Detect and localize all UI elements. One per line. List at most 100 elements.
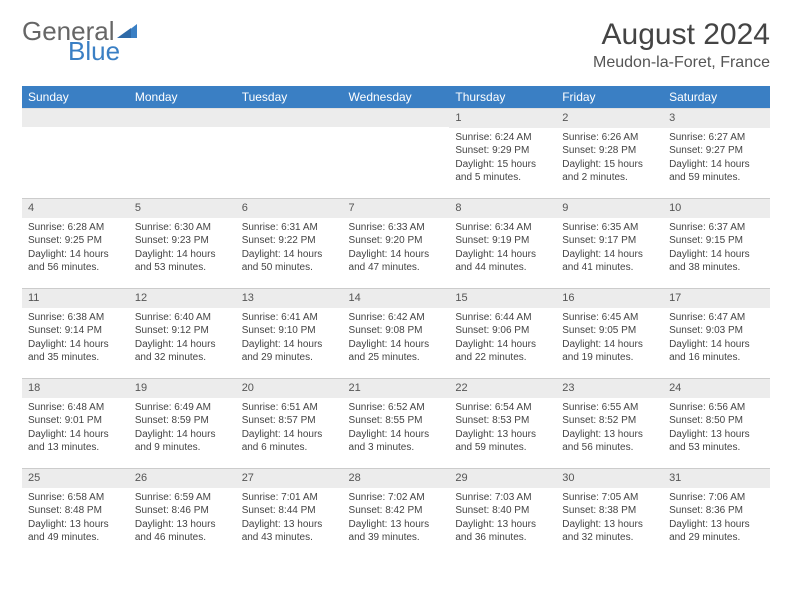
day-content: Sunrise: 6:47 AMSunset: 9:03 PMDaylight:…: [663, 308, 770, 369]
day-number: 9: [556, 199, 663, 218]
sunrise-text: Sunrise: 6:35 AM: [562, 221, 657, 235]
month-title: August 2024: [593, 18, 770, 52]
logo-word-blue: Blue: [68, 36, 120, 66]
daylight-text: Daylight: 13 hours and 36 minutes.: [455, 518, 550, 545]
daylight-text: Daylight: 14 hours and 6 minutes.: [242, 428, 337, 455]
calendar-day-cell: 12Sunrise: 6:40 AMSunset: 9:12 PMDayligh…: [129, 289, 236, 379]
daylight-text: Daylight: 14 hours and 16 minutes.: [669, 338, 764, 365]
day-number: 10: [663, 199, 770, 218]
sunset-text: Sunset: 9:20 PM: [349, 234, 444, 248]
daylight-text: Daylight: 14 hours and 41 minutes.: [562, 248, 657, 275]
calendar-day-cell: 25Sunrise: 6:58 AMSunset: 8:48 PMDayligh…: [22, 469, 129, 559]
day-number: 6: [236, 199, 343, 218]
calendar-week-row: 11Sunrise: 6:38 AMSunset: 9:14 PMDayligh…: [22, 289, 770, 379]
sunset-text: Sunset: 9:28 PM: [562, 144, 657, 158]
calendar-day-cell: 29 Sunrise: 7:03 AMSunset: 8:40 PMDayligh…: [449, 469, 556, 559]
calendar-day-cell: 10Sunrise: 6:37 AMSunset: 9:15 PMDayligh…: [663, 199, 770, 289]
calendar-day-cell: [22, 109, 129, 199]
day-number: 21: [343, 379, 450, 398]
day-content: Sunrise: 6:31 AMSunset: 9:22 PMDaylight:…: [236, 218, 343, 279]
calendar-day-cell: 22Sunrise: 6:54 AMSunset: 8:53 PMDayligh…: [449, 379, 556, 469]
daylight-text: Daylight: 13 hours and 53 minutes.: [669, 428, 764, 455]
sunset-text: Sunset: 9:03 PM: [669, 324, 764, 338]
day-number: 3: [663, 109, 770, 128]
day-number: 13: [236, 289, 343, 308]
day-number: 11: [22, 289, 129, 308]
sunset-text: Sunset: 8:40 PM: [455, 504, 550, 518]
sunrise-text: Sunrise: 6:42 AM: [349, 311, 444, 325]
sunrise-text: Sunrise: 6:51 AM: [242, 401, 337, 415]
calendar-day-cell: 17Sunrise: 6:47 AMSunset: 9:03 PMDayligh…: [663, 289, 770, 379]
location-label: Meudon-la-Foret, France: [593, 54, 770, 72]
day-content: Sunrise: 6:56 AMSunset: 8:50 PMDaylight:…: [663, 398, 770, 459]
day-number: [236, 109, 343, 127]
sunrise-text: Sunrise: 6:54 AM: [455, 401, 550, 415]
sunset-text: Sunset: 8:57 PM: [242, 414, 337, 428]
calendar-day-cell: 21Sunrise: 6:52 AMSunset: 8:55 PMDayligh…: [343, 379, 450, 469]
day-number: 23: [556, 379, 663, 398]
day-content: Sunrise: 7:06 AMSunset: 8:36 PMDaylight:…: [663, 488, 770, 549]
sunset-text: Sunset: 9:17 PM: [562, 234, 657, 248]
sunrise-text: Sunrise: 6:48 AM: [28, 401, 123, 415]
day-content: Sunrise: 6:28 AMSunset: 9:25 PMDaylight:…: [22, 218, 129, 279]
daylight-text: Daylight: 14 hours and 25 minutes.: [349, 338, 444, 365]
day-number: 12: [129, 289, 236, 308]
calendar-day-cell: 20 Sunrise: 6:51 AMSunset: 8:57 PMDayligh…: [236, 379, 343, 469]
day-number: 28: [343, 469, 450, 488]
day-content: Sunrise: 6:37 AMSunset: 9:15 PMDaylight:…: [663, 218, 770, 279]
sunset-text: Sunset: 9:06 PM: [455, 324, 550, 338]
sunset-text: Sunset: 9:15 PM: [669, 234, 764, 248]
calendar-day-cell: 14Sunrise: 6:42 AMSunset: 9:08 PMDayligh…: [343, 289, 450, 379]
daylight-text: Daylight: 14 hours and 50 minutes.: [242, 248, 337, 275]
sunrise-text: Sunrise: 7:05 AM: [562, 491, 657, 505]
sunset-text: Sunset: 8:55 PM: [349, 414, 444, 428]
sunset-text: Sunset: 9:05 PM: [562, 324, 657, 338]
calendar-day-cell: [343, 109, 450, 199]
day-number: 29: [449, 469, 556, 488]
sunset-text: Sunset: 8:38 PM: [562, 504, 657, 518]
sunrise-text: Sunrise: 6:33 AM: [349, 221, 444, 235]
calendar-week-row: 25Sunrise: 6:58 AMSunset: 8:48 PMDayligh…: [22, 469, 770, 559]
day-number: 20: [236, 379, 343, 398]
day-content: Sunrise: 6:26 AMSunset: 9:28 PMDaylight:…: [556, 128, 663, 189]
weekday-header: Sunday: [22, 86, 129, 109]
daylight-text: Daylight: 14 hours and 22 minutes.: [455, 338, 550, 365]
sunset-text: Sunset: 8:44 PM: [242, 504, 337, 518]
sunrise-text: Sunrise: 6:45 AM: [562, 311, 657, 325]
day-content: Sunrise: 6:30 AMSunset: 9:23 PMDaylight:…: [129, 218, 236, 279]
day-number: 8: [449, 199, 556, 218]
day-number: 31: [663, 469, 770, 488]
daylight-text: Daylight: 14 hours and 53 minutes.: [135, 248, 230, 275]
calendar-day-cell: 13Sunrise: 6:41 AMSunset: 9:10 PMDayligh…: [236, 289, 343, 379]
calendar-week-row: 4Sunrise: 6:28 AMSunset: 9:25 PMDaylight…: [22, 199, 770, 289]
day-number: [22, 109, 129, 127]
calendar-day-cell: 4Sunrise: 6:28 AMSunset: 9:25 PMDaylight…: [22, 199, 129, 289]
sunset-text: Sunset: 8:46 PM: [135, 504, 230, 518]
sunrise-text: Sunrise: 7:03 AM: [455, 491, 550, 505]
calendar-day-cell: 26Sunrise: 6:59 AMSunset: 8:46 PMDayligh…: [129, 469, 236, 559]
day-number: [129, 109, 236, 127]
sunset-text: Sunset: 8:53 PM: [455, 414, 550, 428]
daylight-text: Daylight: 13 hours and 49 minutes.: [28, 518, 123, 545]
day-content: Sunrise: 6:41 AMSunset: 9:10 PMDaylight:…: [236, 308, 343, 369]
sunrise-text: Sunrise: 6:49 AM: [135, 401, 230, 415]
daylight-text: Daylight: 14 hours and 47 minutes.: [349, 248, 444, 275]
weekday-header-row: Sunday Monday Tuesday Wednesday Thursday…: [22, 86, 770, 109]
daylight-text: Daylight: 13 hours and 46 minutes.: [135, 518, 230, 545]
sunset-text: Sunset: 8:59 PM: [135, 414, 230, 428]
calendar-day-cell: 16Sunrise: 6:45 AMSunset: 9:05 PMDayligh…: [556, 289, 663, 379]
daylight-text: Daylight: 14 hours and 9 minutes.: [135, 428, 230, 455]
daylight-text: Daylight: 13 hours and 43 minutes.: [242, 518, 337, 545]
day-content: Sunrise: 6:58 AMSunset: 8:48 PMDaylight:…: [22, 488, 129, 549]
day-number: 14: [343, 289, 450, 308]
sunrise-text: Sunrise: 6:27 AM: [669, 131, 764, 145]
day-content: Sunrise: 6:44 AMSunset: 9:06 PMDaylight:…: [449, 308, 556, 369]
day-number: 17: [663, 289, 770, 308]
sunset-text: Sunset: 9:29 PM: [455, 144, 550, 158]
day-number: 15: [449, 289, 556, 308]
weekday-header: Wednesday: [343, 86, 450, 109]
sunset-text: Sunset: 8:36 PM: [669, 504, 764, 518]
calendar-week-row: 18Sunrise: 6:48 AMSunset: 9:01 PMDayligh…: [22, 379, 770, 469]
sunrise-text: Sunrise: 6:44 AM: [455, 311, 550, 325]
day-content: Sunrise: 6:59 AMSunset: 8:46 PMDaylight:…: [129, 488, 236, 549]
